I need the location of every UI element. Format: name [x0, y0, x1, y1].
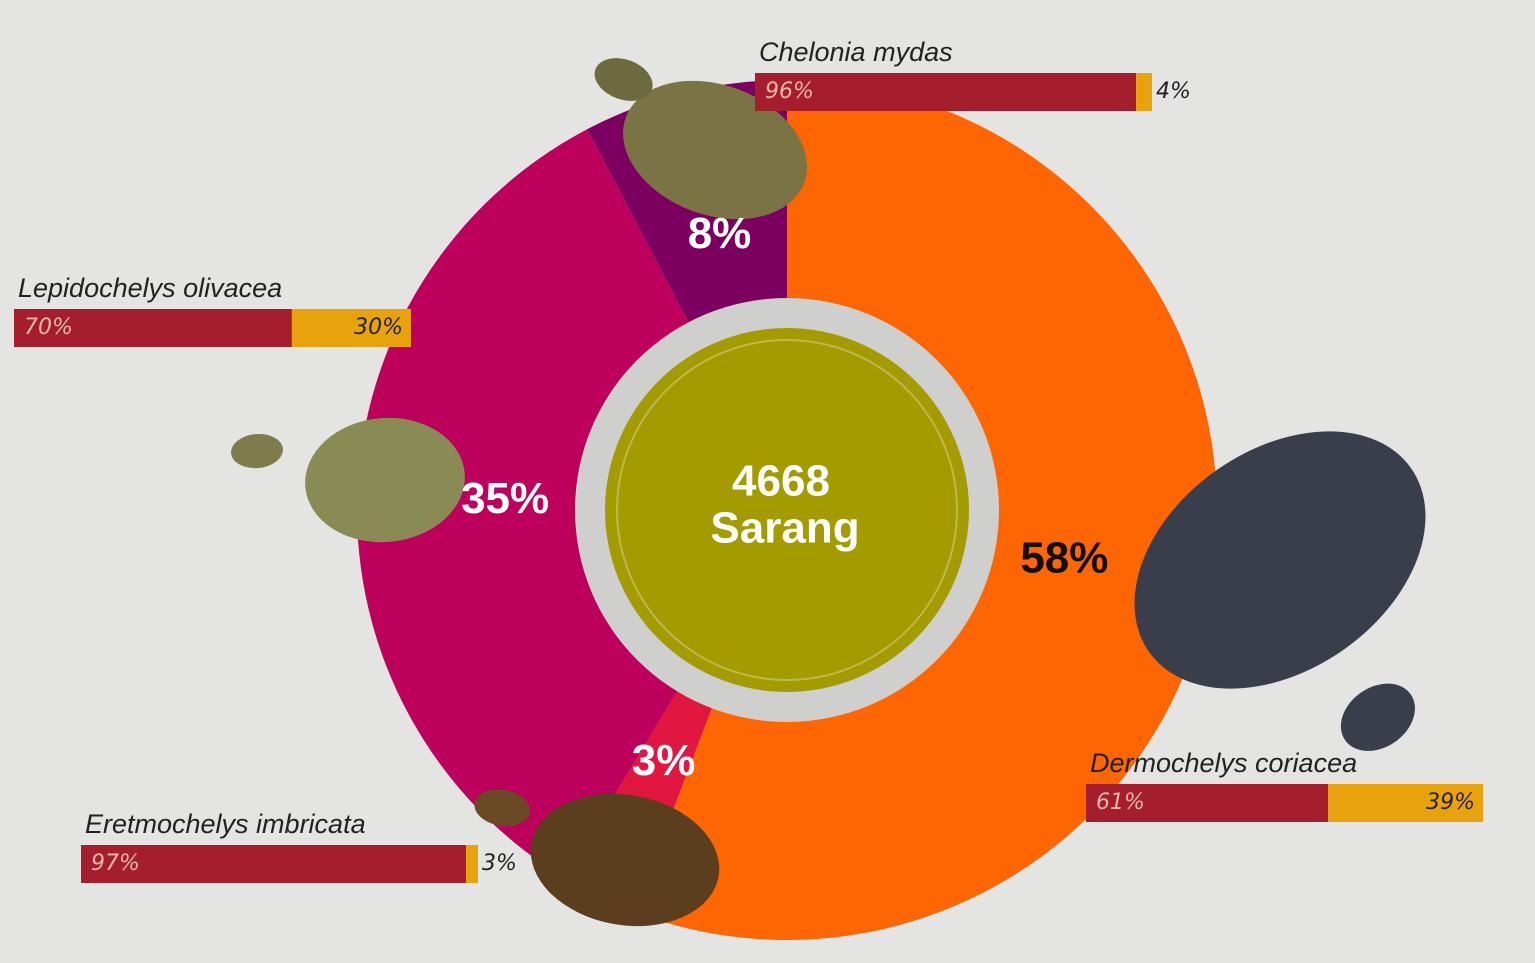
slice-label: 3%: [632, 736, 696, 785]
split-bar: [1136, 73, 1152, 111]
species-name: Eretmochelys imbricata: [85, 809, 366, 839]
chart: 4668 Sarang 58% 3% 35% 8% Dermochelys coria…: [0, 0, 1535, 963]
page: {"chart_data": { "type": "pie", "center_…: [0, 0, 1535, 963]
split-label: 70%: [24, 315, 73, 340]
split-label: 96%: [765, 79, 814, 104]
species-name: Dermochelys coriacea: [1090, 748, 1357, 778]
split-bar: [466, 845, 478, 883]
slice-label: 58%: [1020, 533, 1108, 582]
species-name: Chelonia mydas: [759, 37, 953, 67]
split-label: 3%: [482, 851, 517, 876]
species-name: Lepidochelys olivacea: [18, 273, 282, 303]
center-text: Sarang: [710, 504, 859, 553]
slice-label: 8%: [688, 209, 752, 258]
split-label: 30%: [354, 315, 403, 340]
split-label: 97%: [91, 851, 140, 876]
split-label: 39%: [1426, 790, 1475, 815]
slice-label: 35%: [461, 474, 549, 523]
split-label: 4%: [1156, 79, 1191, 104]
center-number: 4668: [732, 457, 830, 506]
split-label: 61%: [1096, 790, 1145, 815]
